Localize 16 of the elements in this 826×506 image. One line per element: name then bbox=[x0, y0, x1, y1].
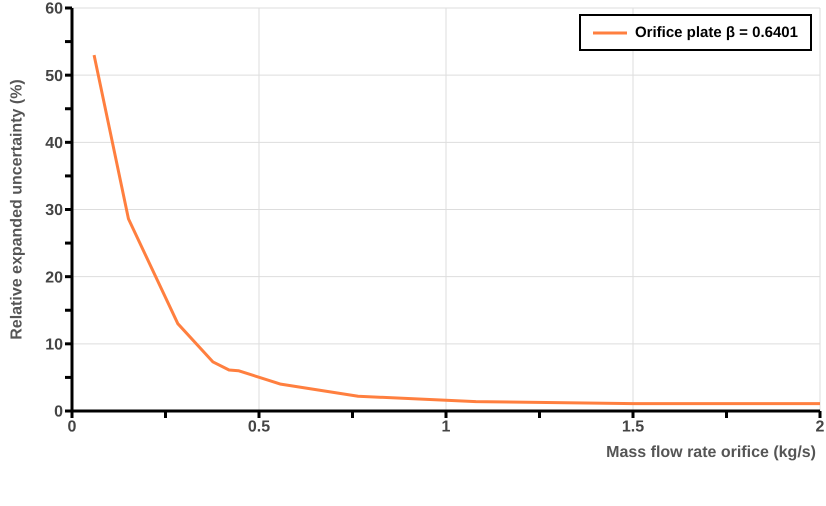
x-tick-label: 0 bbox=[68, 418, 77, 436]
legend-label: Orifice plate β = 0.6401 bbox=[635, 24, 798, 41]
y-axis-title: Relative expanded uncertainty (%) bbox=[8, 79, 26, 340]
y-tick-label: 30 bbox=[45, 202, 64, 220]
x-axis-title: Mass flow rate orifice (kg/s) bbox=[606, 444, 816, 461]
y-tick-label: 20 bbox=[45, 269, 64, 286]
y-tick-label: 60 bbox=[45, 0, 64, 18]
x-tick-label: 0.5 bbox=[248, 418, 270, 436]
y-tick-label: 0 bbox=[54, 404, 64, 421]
x-tick-label: 2 bbox=[816, 418, 825, 436]
x-tick-label: 1 bbox=[442, 418, 451, 436]
x-tick-label: 1.5 bbox=[622, 418, 644, 436]
y-tick-label: 50 bbox=[45, 68, 64, 85]
line-series bbox=[92, 54, 820, 406]
y-tick-label: 10 bbox=[45, 336, 64, 354]
y-tick-label: 40 bbox=[45, 135, 64, 152]
